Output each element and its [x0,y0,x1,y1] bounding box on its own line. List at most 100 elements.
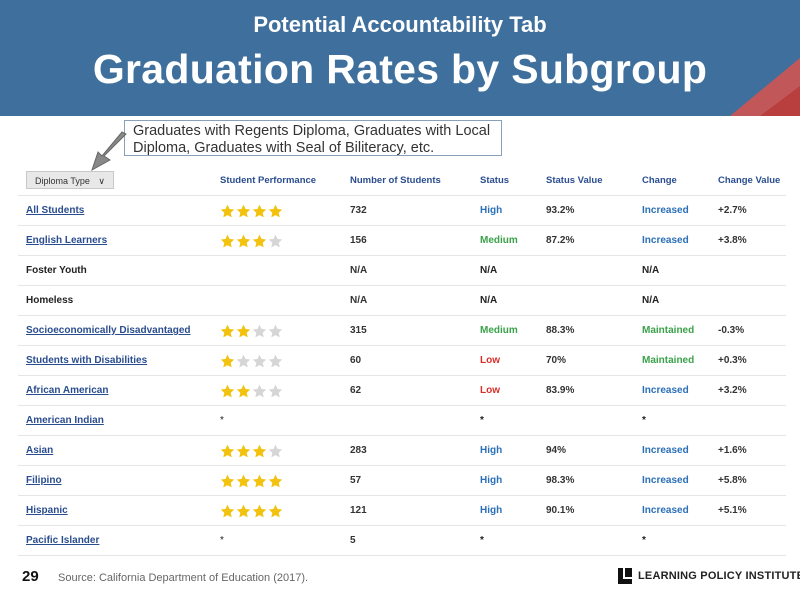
number-of-students: 5 [342,525,472,556]
star-empty-icon [252,324,267,337]
status-badge: Low [472,345,538,376]
chevron-down-icon: ∨ [98,176,105,186]
title-banner: Potential Accountability Tab Graduation … [0,0,800,116]
header-change-value: Change Value [718,174,781,186]
star-filled-icon [236,324,251,337]
table-row: Students with Disabilities 60 Low 70% Mainta… [18,345,786,376]
callout-arrow-icon [91,131,127,172]
subgroup-name[interactable]: American Indian [18,405,212,436]
student-performance [212,255,342,286]
star-filled-icon [252,474,267,487]
student-performance [212,315,342,346]
star-filled-icon [236,234,251,247]
change-value: +5.1% [710,495,786,526]
table-header-row: Diploma Type ∨ Student Performance Numbe… [18,165,786,196]
star-filled-icon [236,384,251,397]
status-badge: * [472,525,538,556]
change-value [710,525,786,556]
change-label: N/A [634,255,710,286]
status-value: 90.1% [538,495,634,526]
number-of-students: 121 [342,495,472,526]
change-label: * [634,525,710,556]
star-filled-icon [268,474,283,487]
star-filled-icon [236,504,251,517]
table-row: Homeless N/A N/A N/A [18,285,786,316]
student-performance [212,345,342,376]
header-status: Status [480,174,510,186]
number-of-students: 732 [342,195,472,226]
header-status-value: Status Value [546,174,603,186]
table-row: Asian 283 High 94% Increased +1.6% [18,435,786,466]
subgroup-name[interactable]: All Students [18,195,212,226]
star-filled-icon [236,444,251,457]
table-row: African American 62 Low 83.9% Increased +3.2% [18,375,786,406]
status-value: 87.2% [538,225,634,256]
performance-placeholder: * [220,415,224,426]
page-number: 29 [22,568,39,585]
diploma-type-dropdown[interactable]: Diploma Type ∨ [26,171,114,189]
subgroup-name[interactable]: Asian [18,435,212,466]
header-change: Change [642,174,677,186]
lpi-logo-icon [618,568,632,584]
star-empty-icon [268,444,283,457]
number-of-students: 156 [342,225,472,256]
subgroup-name[interactable]: Socioeconomically Disadvantaged [18,315,212,346]
student-performance [212,495,342,526]
student-performance [212,375,342,406]
change-label: * [634,405,710,436]
banner-accent-dark [760,86,800,116]
star-filled-icon [268,504,283,517]
star-filled-icon [236,474,251,487]
header-student-performance: Student Performance [220,174,317,186]
star-filled-icon [236,204,251,217]
number-of-students: 57 [342,465,472,496]
status-badge: High [472,495,538,526]
table-row: Foster Youth N/A N/A N/A [18,255,786,286]
status-value [538,405,634,436]
star-empty-icon [268,234,283,247]
star-filled-icon [252,204,267,217]
subgroup-name[interactable]: Filipino [18,465,212,496]
star-filled-icon [220,354,235,367]
change-value: +3.8% [710,225,786,256]
star-filled-icon [252,504,267,517]
status-badge: Medium [472,315,538,346]
subgroup-name[interactable]: Pacific Islander [18,525,212,556]
header-number-of-students: Number of Students [350,174,441,186]
star-empty-icon [252,384,267,397]
status-value [538,255,634,286]
change-label: Increased [634,495,710,526]
status-badge: Low [472,375,538,406]
subgroup-name[interactable]: African American [18,375,212,406]
student-performance [212,435,342,466]
number-of-students: N/A [342,255,472,286]
change-value [710,405,786,436]
status-value: 70% [538,345,634,376]
status-value: 83.9% [538,375,634,406]
callout-box: Graduates with Regents Diploma, Graduate… [124,120,502,156]
source-note: Source: California Department of Educati… [58,572,309,584]
star-empty-icon [268,354,283,367]
status-badge: Medium [472,225,538,256]
star-filled-icon [220,204,235,217]
subgroup-name[interactable]: Students with Disabilities [18,345,212,376]
star-filled-icon [268,204,283,217]
subgroup-name[interactable]: English Learners [18,225,212,256]
logo-text: LEARNING POLICY INSTITUTE [638,570,800,582]
change-label: Maintained [634,345,710,376]
status-value: 88.3% [538,315,634,346]
performance-placeholder: * [220,535,224,546]
number-of-students: N/A [342,285,472,316]
change-value: +3.2% [710,375,786,406]
student-performance [212,225,342,256]
status-value: 93.2% [538,195,634,226]
status-badge: High [472,435,538,466]
subgroup-name[interactable]: Hispanic [18,495,212,526]
graduation-table: Diploma Type ∨ Student Performance Numbe… [18,165,786,556]
table-row: American Indian * * * [18,405,786,436]
star-filled-icon [252,444,267,457]
change-label: Increased [634,375,710,406]
number-of-students: 62 [342,375,472,406]
slide-subtitle: Potential Accountability Tab [253,12,547,37]
change-value [710,285,786,316]
